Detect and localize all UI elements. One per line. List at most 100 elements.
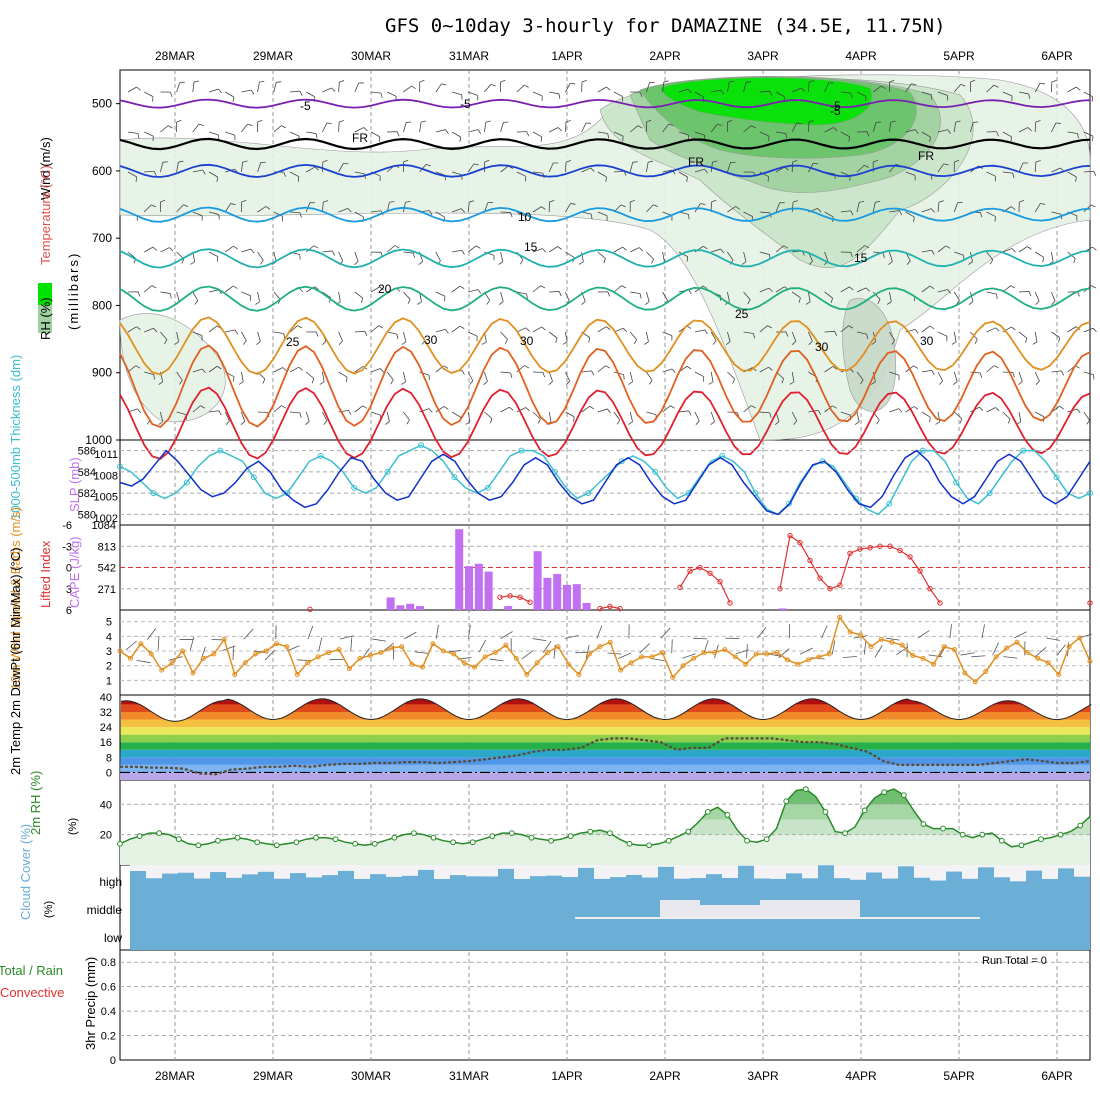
wind-barb-feather <box>913 365 918 369</box>
rh2m-marker <box>842 830 848 837</box>
wind-barb <box>840 286 850 293</box>
wind-barb-feather <box>639 92 643 97</box>
wind10m-marker <box>1056 671 1062 677</box>
wind-barb-feather <box>259 80 265 83</box>
temp-y-tick: 0 <box>106 767 112 779</box>
rh2m-marker <box>567 833 574 840</box>
wind10m-marker <box>200 655 206 661</box>
wind-barb-feather <box>809 80 815 83</box>
wind-barb-feather <box>555 338 558 344</box>
rh2m-marker <box>175 836 182 843</box>
wind-barb-feather <box>484 159 490 163</box>
wind10m-marker <box>826 651 832 657</box>
wind-barb <box>386 411 390 422</box>
wind-barb <box>435 171 446 176</box>
wind-barb-feather <box>793 200 799 203</box>
wind-barb <box>403 251 414 254</box>
wind-barb <box>305 411 310 422</box>
wind-barb <box>727 251 734 261</box>
wind-barb <box>840 325 849 333</box>
wind-barb-feather <box>791 341 797 345</box>
lifted-index-marker <box>307 606 313 612</box>
wind-barb-feather <box>644 341 649 345</box>
wind10m-barb <box>981 624 985 639</box>
date-label-bottom: 5APR <box>943 1069 975 1083</box>
isotherm-label: 30 <box>815 340 829 354</box>
wind-barb-feather <box>735 206 741 210</box>
wind-barb <box>597 171 607 178</box>
wind-barb-feather <box>1012 372 1015 378</box>
wind-barb <box>500 291 504 302</box>
wind-barb-feather <box>850 93 853 99</box>
lifted-index-marker <box>597 605 603 612</box>
wind-barb-feather <box>590 167 595 172</box>
wind-barb-feather <box>906 260 911 265</box>
temp-band <box>120 734 1090 743</box>
wind-barb-feather <box>225 420 230 425</box>
wind-barb <box>727 82 730 93</box>
temp-band <box>120 742 1090 750</box>
wind-barb <box>759 366 769 373</box>
wind-barb-feather <box>871 341 876 345</box>
precip-ylabel: 3hr Precip (mm) Total / Rain Convective <box>0 957 98 1050</box>
wind-barb <box>548 331 558 339</box>
wind-barb <box>662 405 671 413</box>
wind-barb-feather <box>1011 248 1016 253</box>
cloud-high-gap <box>130 865 146 871</box>
wind-barb <box>937 202 940 213</box>
wind10m-marker <box>743 661 749 667</box>
wind-barb <box>435 406 445 413</box>
wind-barb-feather <box>996 293 998 299</box>
wind-barb <box>710 123 718 133</box>
wind-barb-feather <box>931 370 935 375</box>
thickness-line-marker <box>785 500 792 507</box>
wind-barb <box>516 211 526 217</box>
wind-barb-feather <box>720 248 725 254</box>
slp-right-tick: 1008 <box>94 470 118 482</box>
wind-barb-feather <box>1051 79 1057 83</box>
wind-barb-feather <box>929 285 935 290</box>
wind-barb-feather <box>793 420 798 425</box>
wind-barb <box>160 125 169 133</box>
wind-barb-feather <box>343 162 349 165</box>
wind-barb-feather <box>798 297 801 303</box>
wind-barb-feather <box>628 381 633 385</box>
wind10m-barb <box>478 639 487 653</box>
wind-barb-feather <box>523 84 529 88</box>
run-total: Run Total = 0 <box>982 955 1047 967</box>
wind-barb-feather <box>510 372 513 378</box>
wind-barb-feather <box>339 80 345 83</box>
wind-barb-feather <box>498 301 504 305</box>
wind-barb <box>953 411 963 419</box>
lifted-index-marker <box>527 599 533 605</box>
wind-barb-feather <box>785 331 789 337</box>
cape-bar <box>396 605 405 610</box>
wind-barb <box>953 122 957 133</box>
wind10m-barb <box>553 644 556 659</box>
wind-barb <box>937 91 948 96</box>
wind-barb <box>144 91 154 98</box>
thickness-line-marker <box>919 447 926 454</box>
rh2m-marker <box>920 821 927 827</box>
date-label-top: 30MAR <box>351 49 391 63</box>
rh2m-marker <box>489 833 496 840</box>
wind-barb-feather <box>648 160 654 163</box>
wind-barb-feather <box>980 212 983 218</box>
wind10m-marker <box>388 645 394 651</box>
cloud-high-gap <box>338 865 354 871</box>
cloud-high-gap <box>834 865 850 879</box>
wind10m-marker <box>712 650 718 655</box>
wind-barb <box>500 371 511 374</box>
cloud-high-gap <box>290 865 306 874</box>
wind-barb <box>646 204 654 213</box>
lifted-index-marker <box>857 546 863 552</box>
wind-barb-feather <box>663 80 669 83</box>
cloud-high-gap <box>514 865 530 879</box>
wind10m-marker <box>847 629 853 635</box>
precip-y-tick: 0.8 <box>101 957 116 969</box>
wind-barb <box>532 171 543 174</box>
wind10m-marker <box>326 650 332 655</box>
thickness-line-marker <box>518 447 525 454</box>
wind-barb <box>1018 91 1029 95</box>
rh2m-marker <box>1077 822 1084 829</box>
